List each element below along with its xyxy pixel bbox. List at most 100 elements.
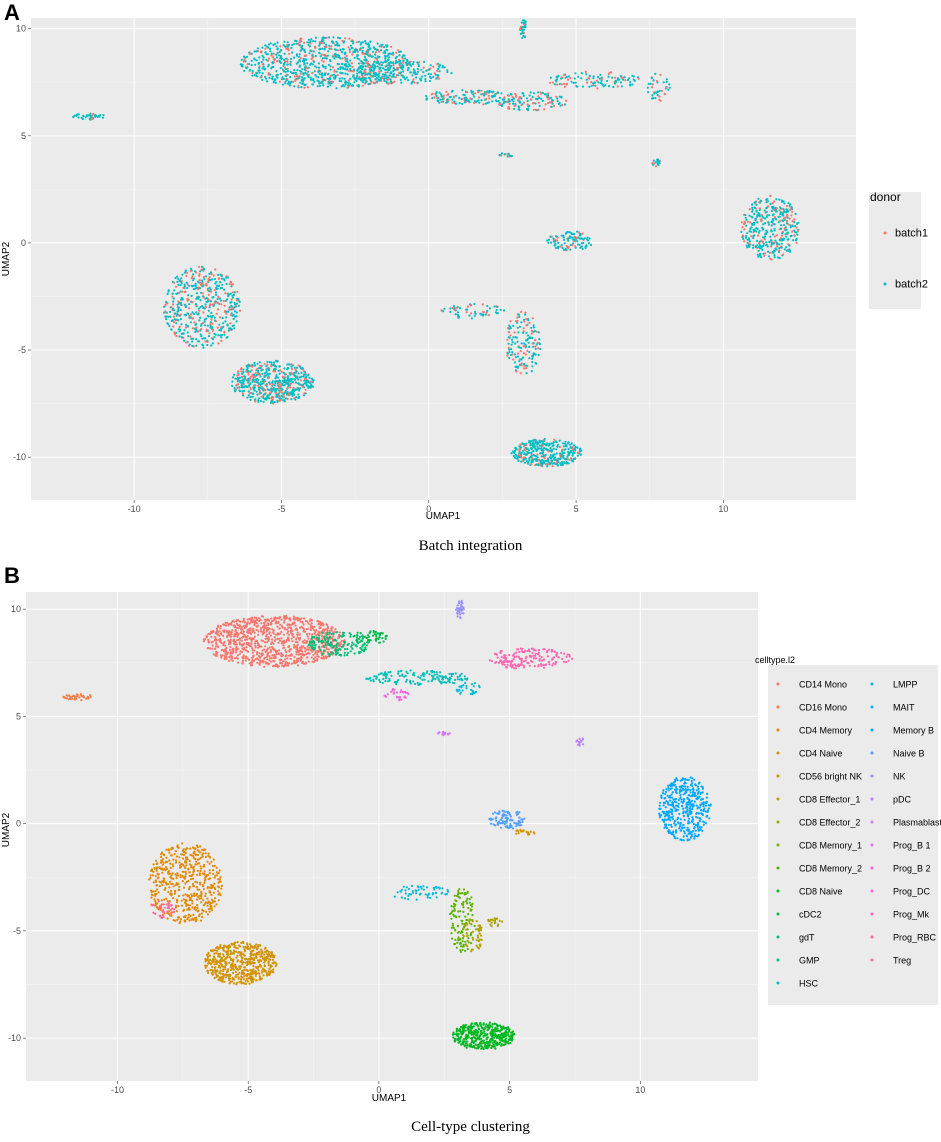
data-point	[237, 654, 240, 657]
data-point	[176, 292, 179, 295]
data-point	[522, 28, 526, 31]
data-point	[328, 636, 331, 639]
data-point	[355, 48, 358, 52]
data-point	[517, 346, 521, 349]
data-point	[428, 79, 431, 83]
data-point	[579, 453, 582, 456]
data-point	[81, 117, 84, 121]
data-point	[183, 271, 187, 274]
data-point	[777, 221, 780, 224]
data-point	[272, 52, 275, 55]
data-point	[265, 633, 269, 636]
panel-a-caption: Batch integration	[418, 538, 523, 554]
data-point	[226, 292, 229, 295]
data-point	[213, 288, 216, 291]
data-point	[435, 92, 438, 95]
data-point	[431, 97, 434, 100]
data-point	[378, 641, 381, 644]
data-point	[774, 208, 777, 212]
data-point	[212, 274, 215, 277]
data-point	[384, 71, 387, 74]
data-point	[306, 620, 309, 623]
data-point	[783, 202, 786, 205]
data-point	[382, 61, 385, 64]
data-point	[443, 66, 446, 69]
data-point	[560, 455, 563, 458]
data-point	[204, 303, 207, 306]
data-point	[508, 102, 511, 105]
point-cluster	[506, 310, 542, 375]
data-point	[506, 354, 509, 357]
data-point	[775, 234, 779, 237]
data-point	[341, 66, 344, 69]
data-point	[283, 52, 286, 55]
data-point	[276, 625, 279, 628]
data-point	[238, 624, 241, 627]
data-point	[787, 202, 790, 205]
data-point	[302, 73, 305, 76]
data-point	[329, 68, 332, 71]
data-point	[558, 95, 561, 98]
data-point	[611, 76, 614, 79]
data-point	[276, 47, 279, 50]
legend-label: batch2	[895, 279, 928, 291]
data-point	[546, 239, 549, 242]
data-point	[436, 99, 439, 102]
data-point	[650, 97, 654, 100]
data-point	[270, 54, 273, 57]
data-point	[349, 64, 352, 67]
data-point	[506, 338, 509, 341]
data-point	[242, 60, 245, 63]
data-point	[570, 80, 573, 83]
data-point	[275, 74, 278, 77]
data-point	[361, 75, 364, 78]
data-point	[367, 45, 370, 49]
data-point	[342, 84, 345, 87]
data-point	[526, 338, 529, 341]
data-point	[763, 238, 767, 241]
data-point	[305, 640, 309, 643]
data-point	[275, 620, 278, 623]
data-point	[335, 639, 338, 642]
data-point	[294, 624, 297, 627]
data-point	[437, 65, 440, 68]
data-point	[224, 292, 227, 295]
data-point	[275, 651, 278, 654]
data-point	[234, 310, 237, 313]
data-point	[314, 656, 317, 659]
data-point	[457, 316, 460, 319]
data-point	[171, 292, 174, 295]
data-point	[547, 94, 550, 97]
data-point	[283, 628, 286, 631]
data-point	[278, 627, 281, 630]
data-point	[318, 620, 322, 624]
data-point	[335, 644, 338, 647]
data-point	[266, 654, 269, 657]
data-point	[203, 324, 207, 327]
data-point	[197, 340, 200, 343]
data-point	[199, 270, 202, 273]
data-point	[534, 458, 537, 461]
data-point	[198, 273, 201, 276]
data-point	[398, 54, 401, 57]
data-point	[759, 218, 762, 221]
data-point	[323, 41, 326, 45]
data-point	[229, 292, 232, 295]
data-point	[773, 216, 776, 219]
data-point	[309, 42, 312, 45]
point-cluster	[239, 36, 411, 90]
data-point	[245, 625, 248, 628]
data-point	[237, 373, 240, 376]
data-point	[280, 394, 283, 398]
data-point	[773, 227, 776, 230]
data-point	[527, 449, 531, 452]
data-point	[323, 37, 327, 40]
data-point	[291, 43, 294, 47]
data-point	[303, 617, 306, 620]
data-point	[512, 454, 515, 457]
data-point	[270, 620, 274, 623]
data-point	[570, 459, 573, 462]
data-point	[757, 255, 760, 258]
data-point	[498, 103, 501, 106]
data-point	[368, 63, 371, 66]
